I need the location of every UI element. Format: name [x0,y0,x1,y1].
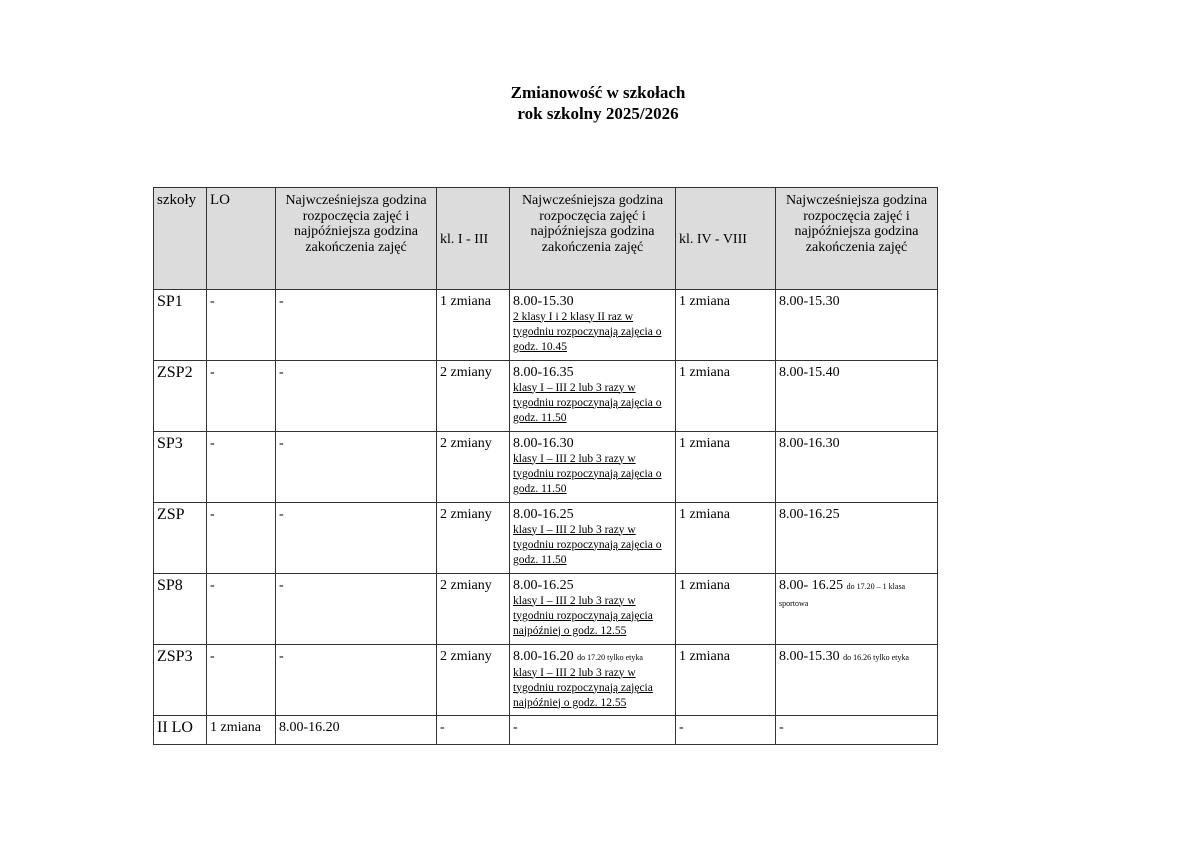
grades-4-8-hours: - [779,720,784,735]
k48-extra: do 16.26 tylko etyka [843,653,909,662]
grades-4-8-shift: 1 zmiana [675,431,776,503]
table-row: ZSP - -2 zmiany 8.00-16.25 klasy I – III 2 l… [153,502,938,574]
grades-1-3-cell: 8.00-16.35 klasy I – III 2 lub 3 razy w t… [509,360,676,432]
grades-1-3-shift: 2 zmiany [436,573,510,645]
grades-1-3-note: klasy I – III 2 lub 3 razy w tygodniu ro… [513,523,662,566]
grades-4-8-cell: 8.00-15.30 do 16.26 tylko etyka [775,644,938,716]
grades-4-8-hours: 8.00-16.25 [779,507,840,522]
grades-1-3-cell: 8.00-15.30 2 klasy I i 2 klasy II raz w t… [509,289,676,361]
school-name: II LO [153,715,207,745]
table-row: SP3- -2 zmiany 8.00-16.30 klasy I – III 2 l… [153,431,938,503]
grades-1-3-cell: 8.00-16.25 klasy I – III 2 lub 3 razy w t… [509,502,676,574]
grades-1-3-note: klasy I – III 2 lub 3 razy w tygodniu ro… [513,452,662,495]
table-row: ZSP2- -2 zmiany 8.00-16.35 klasy I – III 2 … [153,360,938,432]
grades-1-3-shift: 2 zmiany [436,431,510,503]
grades-4-8-hours: 8.00- 16.25 [779,578,844,593]
grades-1-3-cell: - [509,715,676,745]
lo-shift: - [206,360,276,432]
lo-hours: - [275,644,437,716]
grades-4-8-shift: 1 zmiana [675,573,776,645]
header-grades-4-8-hours: Najwcześniejsza godzina rozpoczęcia zaję… [775,187,938,290]
k13-extra: do 17.20 tylko etyka [577,653,643,662]
grades-1-3-hours: 8.00-16.30 [513,436,574,451]
grades-1-3-note: 2 klasy I i 2 klasy II raz w tygodniu ro… [513,310,662,353]
header-lo: LO [206,187,276,290]
grades-1-3-cell: 8.00-16.20 do 17.20 tylko etyka klasy I –… [509,644,676,716]
school-name: ZSP3 [153,644,207,716]
grades-1-3-hours: 8.00-16.20 [513,649,574,664]
document-title: Zmianowość w szkołach rok szkolny 2025/2… [0,82,1196,124]
lo-hours: - [275,360,437,432]
grades-1-3-hours: - [513,720,518,735]
lo-shift: - [206,502,276,574]
lo-shift: - [206,573,276,645]
grades-4-8-hours: 8.00-16.30 [779,436,840,451]
grades-4-8-cell: 8.00-16.25 [775,502,938,574]
table-row: II LO 1 zmiana 8.00-16.20- - - - [153,715,938,745]
title-line-2: rok szkolny 2025/2026 [517,104,679,123]
school-name: SP8 [153,573,207,645]
grades-4-8-cell: 8.00-15.30 [775,289,938,361]
grades-1-3-hours: 8.00-16.35 [513,365,574,380]
header-grades-1-3-hours: Najwcześniejsza godzina rozpoczęcia zaję… [509,187,676,290]
lo-shift: - [206,289,276,361]
grades-1-3-note: klasy I – III 2 lub 3 razy w tygodniu ro… [513,381,662,424]
title-line-1: Zmianowość w szkołach [510,83,686,102]
lo-shift: 1 zmiana [206,715,276,745]
lo-hours: - [275,502,437,574]
grades-4-8-cell: 8.00-16.30 [775,431,938,503]
header-row: szkoły LO Najwcześniejsza godzina rozpoc… [153,187,938,290]
grades-4-8-cell: 8.00- 16.25 do 17.20 – 1 klasa sportowa [775,573,938,645]
lo-hours: - [275,573,437,645]
grades-4-8-shift: 1 zmiana [675,289,776,361]
grades-4-8-cell: 8.00-15.40 [775,360,938,432]
grades-4-8-hours: 8.00-15.40 [779,365,840,380]
header-grades-4-8: kl. IV - VIII [675,187,776,290]
grades-4-8-shift: - [675,715,776,745]
grades-1-3-shift: 2 zmiany [436,360,510,432]
grades-1-3-cell: 8.00-16.30 klasy I – III 2 lub 3 razy w t… [509,431,676,503]
grades-1-3-hours: 8.00-15.30 [513,294,574,309]
table-row: ZSP3- -2 zmiany 8.00-16.20 do 17.20 tylko … [153,644,938,716]
grades-1-3-hours: 8.00-16.25 [513,578,574,593]
lo-hours: - [275,289,437,361]
grades-4-8-shift: 1 zmiana [675,360,776,432]
school-name: SP1 [153,289,207,361]
header-grades-1-3: kl. I - III [436,187,510,290]
school-name: ZSP2 [153,360,207,432]
header-lo-hours: Najwcześniejsza godzina rozpoczęcia zaję… [275,187,437,290]
lo-shift: - [206,644,276,716]
school-name: ZSP [153,502,207,574]
school-name: SP3 [153,431,207,503]
grades-1-3-shift: 2 zmiany [436,502,510,574]
grades-4-8-shift: 1 zmiana [675,502,776,574]
grades-1-3-cell: 8.00-16.25 klasy I – III 2 lub 3 razy w t… [509,573,676,645]
k48-extra: do 17.20 – 1 klasa sportowa [779,582,906,608]
lo-shift: - [206,431,276,503]
lo-hours: 8.00-16.20 [275,715,437,745]
grades-4-8-shift: 1 zmiana [675,644,776,716]
grades-4-8-cell: - [775,715,938,745]
table-row: SP1- -1 zmiana 8.00-15.30 2 klasy I i 2 kla… [153,289,938,361]
shift-schedule-table: szkoły LO Najwcześniejsza godzina rozpoc… [153,187,938,745]
grades-4-8-hours: 8.00-15.30 [779,649,840,664]
lo-hours: - [275,431,437,503]
table-row: SP8- -2 zmiany 8.00-16.25 klasy I – III 2 l… [153,573,938,645]
grades-1-3-hours: 8.00-16.25 [513,507,574,522]
grades-1-3-note: klasy I – III 2 lub 3 razy w tygodniu ro… [513,666,653,709]
grades-1-3-shift: - [436,715,510,745]
grades-1-3-note: klasy I – III 2 lub 3 razy w tygodniu ro… [513,594,653,637]
grades-1-3-shift: 2 zmiany [436,644,510,716]
grades-1-3-shift: 1 zmiana [436,289,510,361]
header-schools: szkoły [153,187,207,290]
grades-4-8-hours: 8.00-15.30 [779,294,840,309]
